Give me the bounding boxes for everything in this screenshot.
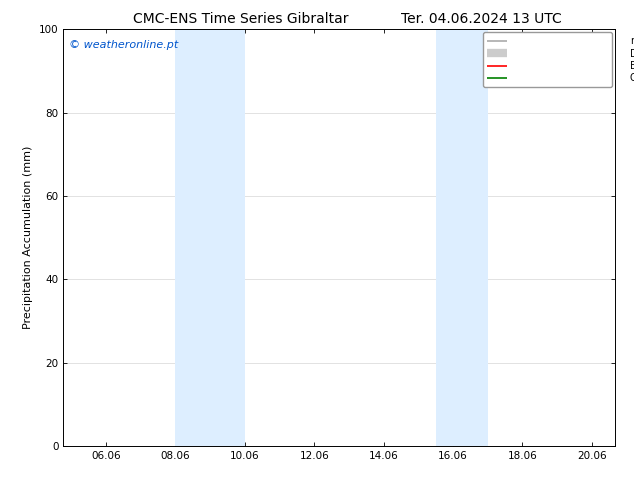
Y-axis label: Precipitation Accumulation (mm): Precipitation Accumulation (mm) xyxy=(23,146,34,329)
Bar xyxy=(176,29,245,446)
Legend: min/max, Desvio padr tilde;o, Ensemble mean run, Controll run: min/max, Desvio padr tilde;o, Ensemble m… xyxy=(483,32,612,87)
Text: © weatheronline.pt: © weatheronline.pt xyxy=(69,40,178,50)
Text: Ter. 04.06.2024 13 UTC: Ter. 04.06.2024 13 UTC xyxy=(401,12,562,26)
Bar xyxy=(436,29,488,446)
Text: CMC-ENS Time Series Gibraltar: CMC-ENS Time Series Gibraltar xyxy=(133,12,349,26)
